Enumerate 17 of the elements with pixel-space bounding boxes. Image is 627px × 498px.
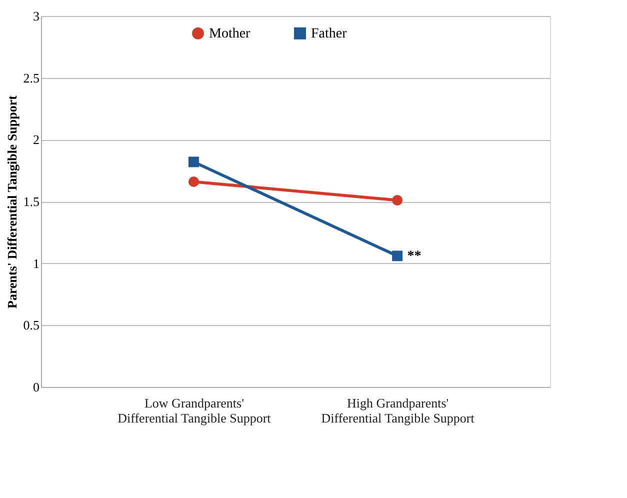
y-tick-label: 1 xyxy=(33,256,40,271)
point xyxy=(392,250,403,262)
annotation: ** xyxy=(407,248,422,264)
legend-label: Father xyxy=(311,26,348,42)
point xyxy=(392,195,403,206)
x-tick-label: Low Grandparents' Differential Tangible Support xyxy=(118,396,272,426)
x-tick-label: High Grandparents' Differential Tangible Support xyxy=(321,396,475,426)
y-tick-label: 1.5 xyxy=(23,194,40,209)
point xyxy=(188,176,199,187)
y-axis-title: Parents' Differential Tangible Support xyxy=(4,94,20,308)
y-tick-label: 0 xyxy=(33,380,40,394)
y-tick-label: 2.5 xyxy=(23,70,40,86)
legend-label: Mother xyxy=(209,26,251,42)
y-tick-label: 0.5 xyxy=(23,318,40,333)
y-tick-label: 3 xyxy=(33,8,40,24)
point xyxy=(188,156,199,168)
y-tick-label: 2 xyxy=(33,132,40,148)
